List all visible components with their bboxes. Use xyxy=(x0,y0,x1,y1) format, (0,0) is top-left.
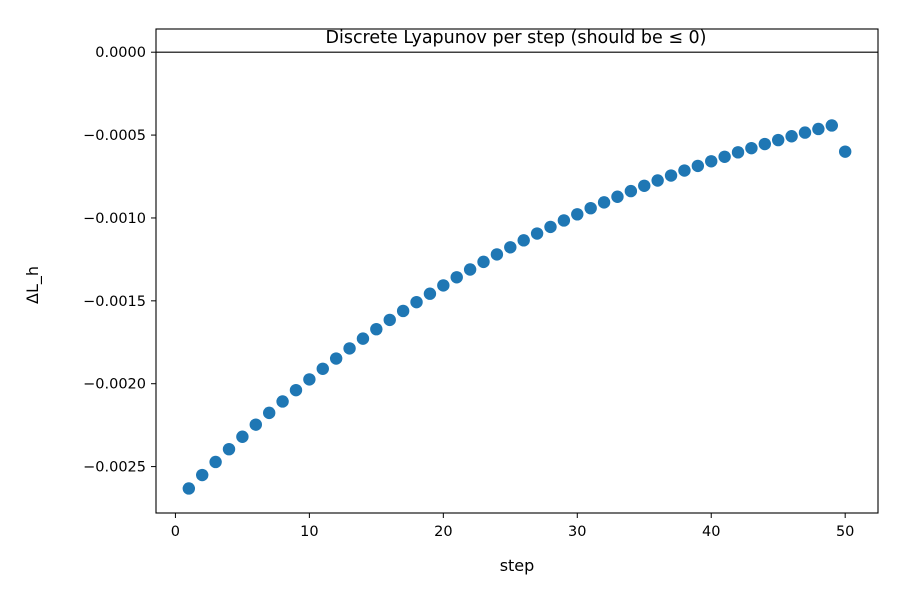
x-tick-label: 30 xyxy=(568,524,586,540)
data-point xyxy=(517,234,530,247)
data-point xyxy=(758,137,772,151)
data-point xyxy=(597,196,611,209)
data-point xyxy=(222,442,236,456)
y-tick-label: −0.0025 xyxy=(83,460,146,476)
data-point xyxy=(356,332,370,345)
data-point xyxy=(276,395,289,408)
data-point xyxy=(571,208,584,221)
data-point xyxy=(209,455,222,469)
x-tick-label: 50 xyxy=(836,524,854,540)
data-point xyxy=(638,179,651,193)
data-points xyxy=(182,119,852,495)
data-point xyxy=(490,248,504,261)
y-axis-label: ΔL_h xyxy=(23,266,43,304)
data-point xyxy=(316,362,329,375)
plot-frame xyxy=(155,28,879,514)
data-point xyxy=(812,122,825,136)
data-point xyxy=(798,126,812,139)
data-point xyxy=(838,145,852,158)
data-point xyxy=(584,201,597,215)
data-point xyxy=(450,271,463,284)
data-point xyxy=(825,119,838,132)
data-point xyxy=(731,146,745,159)
data-point xyxy=(196,468,209,482)
data-point xyxy=(396,304,410,318)
data-point xyxy=(249,418,262,431)
data-point xyxy=(463,263,477,276)
data-point xyxy=(745,141,758,155)
data-point xyxy=(423,287,437,300)
data-point xyxy=(370,322,383,336)
data-point xyxy=(772,133,785,147)
data-point xyxy=(504,241,517,254)
y-tick-label: −0.0015 xyxy=(83,294,146,310)
x-axis: 0 10 20 30 40 50 xyxy=(171,513,854,540)
x-tick-label: 40 xyxy=(702,524,720,540)
y-tick-label: −0.0020 xyxy=(83,377,146,393)
x-tick-label: 10 xyxy=(300,524,318,540)
x-axis-label: step xyxy=(500,556,535,575)
data-point xyxy=(437,279,450,292)
data-point xyxy=(530,227,544,240)
data-point xyxy=(262,406,276,420)
y-axis: 0.0000 −0.0005 −0.0010 −0.0015 −0.0020 −0.002… xyxy=(83,45,156,476)
data-point xyxy=(329,352,343,365)
data-point xyxy=(410,295,423,309)
data-point xyxy=(691,159,705,173)
data-point xyxy=(289,383,303,397)
data-point xyxy=(664,169,678,182)
data-point xyxy=(383,313,396,327)
data-point xyxy=(611,190,624,203)
y-tick-label: 0.0000 xyxy=(95,45,146,61)
data-point xyxy=(477,255,490,269)
data-point xyxy=(236,430,249,443)
data-point xyxy=(544,220,557,234)
x-tick-label: 0 xyxy=(171,524,180,540)
data-point xyxy=(705,155,718,168)
x-tick-label: 20 xyxy=(434,524,452,540)
data-point xyxy=(678,164,691,177)
data-point xyxy=(182,482,196,495)
data-point xyxy=(718,150,731,163)
data-point xyxy=(303,373,316,386)
y-tick-label: −0.0010 xyxy=(83,211,146,227)
y-tick-label: −0.0005 xyxy=(83,128,146,144)
data-point xyxy=(651,174,664,187)
data-point xyxy=(343,342,356,355)
chart-title: Discrete Lyapunov per step (should be ≤ … xyxy=(325,28,706,48)
data-point xyxy=(557,214,571,227)
data-point xyxy=(785,130,798,143)
data-point xyxy=(624,184,638,198)
